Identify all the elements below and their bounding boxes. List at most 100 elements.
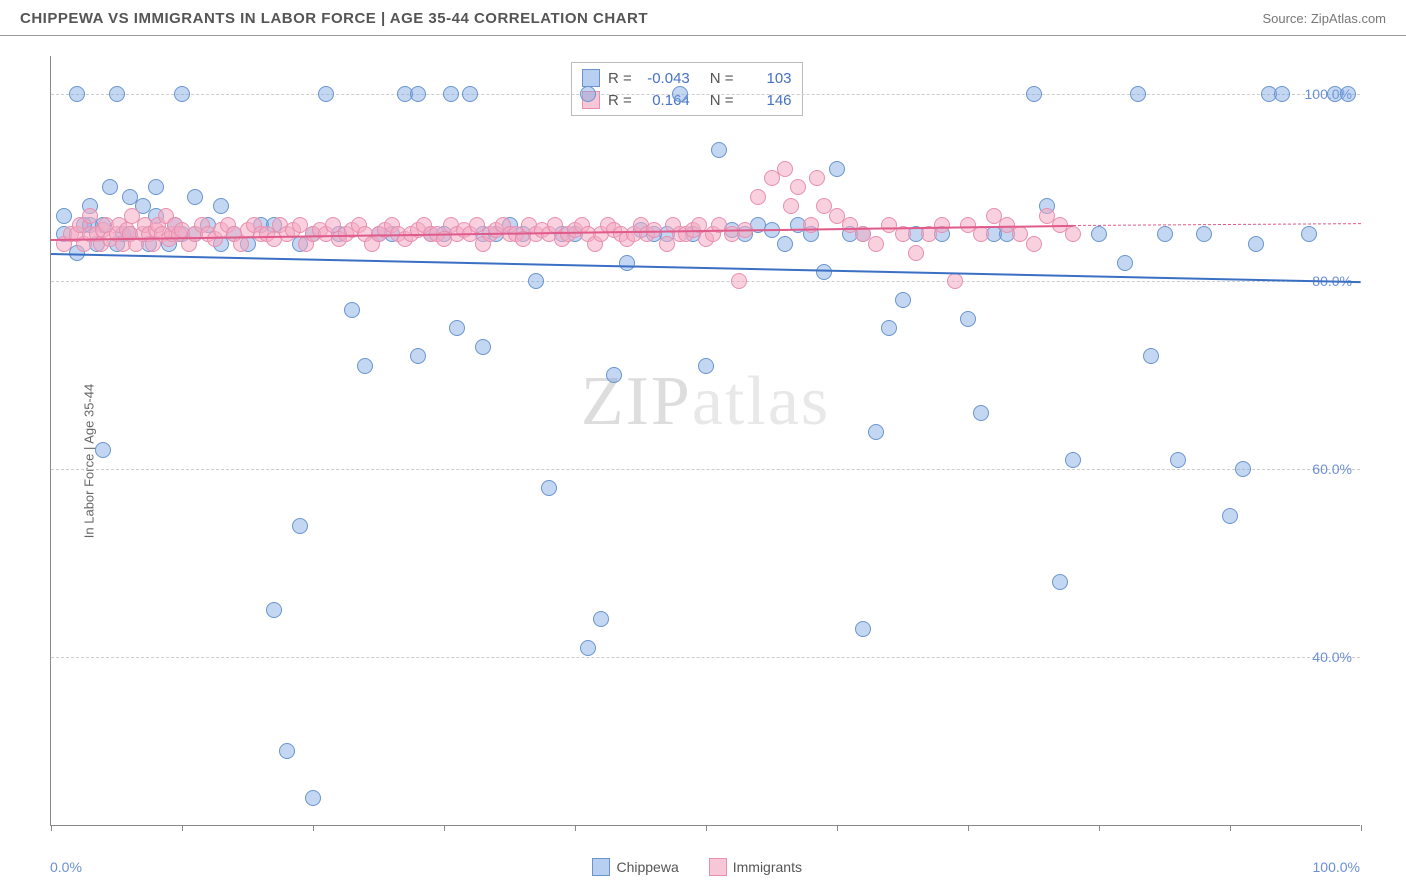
data-point [174, 86, 190, 102]
data-point [279, 743, 295, 759]
legend-row: R =-0.043N =103 [582, 67, 792, 89]
data-point [1222, 508, 1238, 524]
gridline [51, 281, 1360, 282]
trend-line [1073, 223, 1361, 226]
y-tick-label: 60.0% [1312, 461, 1352, 477]
data-point [580, 86, 596, 102]
data-point [1065, 452, 1081, 468]
x-start-label: 0.0% [50, 859, 82, 875]
data-point [462, 86, 478, 102]
data-point [1065, 226, 1081, 242]
data-point [868, 424, 884, 440]
data-point [95, 442, 111, 458]
chart-container: In Labor Force | Age 35-44 ZIPatlas R =-… [0, 36, 1406, 886]
data-point [593, 611, 609, 627]
gridline [51, 94, 1360, 95]
data-point [790, 179, 806, 195]
data-point [881, 320, 897, 336]
x-tick [575, 825, 576, 831]
data-point [1235, 461, 1251, 477]
data-point [213, 198, 229, 214]
data-point [895, 292, 911, 308]
data-point [475, 339, 491, 355]
chart-header: CHIPPEWA VS IMMIGRANTS IN LABOR FORCE | … [0, 0, 1406, 36]
data-point [410, 86, 426, 102]
data-point [803, 217, 819, 233]
data-point [449, 320, 465, 336]
legend-label: Immigrants [733, 859, 802, 875]
chart-title: CHIPPEWA VS IMMIGRANTS IN LABOR FORCE | … [20, 10, 648, 27]
data-point [82, 208, 98, 224]
x-end-label: 100.0% [1313, 859, 1360, 875]
data-point [934, 217, 950, 233]
gridline [51, 657, 1360, 658]
data-point [672, 86, 688, 102]
data-point [1274, 86, 1290, 102]
data-point [266, 602, 282, 618]
x-axis-row: 0.0% Chippewa Immigrants 100.0% [50, 858, 1360, 876]
x-tick [837, 825, 838, 831]
legend-swatch [592, 858, 610, 876]
source-label: Source: ZipAtlas.com [1262, 11, 1386, 26]
data-point [443, 86, 459, 102]
data-point [1026, 236, 1042, 252]
data-point [1117, 255, 1133, 271]
data-point [868, 236, 884, 252]
data-point [69, 86, 85, 102]
data-point [1301, 226, 1317, 242]
legend-swatch [709, 858, 727, 876]
data-point [344, 302, 360, 318]
data-point [698, 358, 714, 374]
data-point [777, 236, 793, 252]
data-point [606, 367, 622, 383]
data-point [357, 358, 373, 374]
gridline [51, 469, 1360, 470]
data-point [855, 621, 871, 637]
x-tick [444, 825, 445, 831]
x-tick [1099, 825, 1100, 831]
data-point [580, 640, 596, 656]
data-point [318, 86, 334, 102]
series-legend: Chippewa Immigrants [592, 858, 802, 876]
x-tick [706, 825, 707, 831]
data-point [410, 348, 426, 364]
data-point [1196, 226, 1212, 242]
data-point [187, 189, 203, 205]
data-point [777, 161, 793, 177]
data-point [109, 86, 125, 102]
data-point [973, 226, 989, 242]
data-point [947, 273, 963, 289]
x-tick [51, 825, 52, 831]
data-point [1052, 574, 1068, 590]
data-point [292, 518, 308, 534]
x-tick [1230, 825, 1231, 831]
y-tick-label: 40.0% [1312, 649, 1352, 665]
data-point [1143, 348, 1159, 364]
data-point [750, 189, 766, 205]
plot-area: ZIPatlas R =-0.043N =103R =0.164N =146 4… [50, 56, 1360, 826]
data-point [816, 264, 832, 280]
data-point [783, 198, 799, 214]
trend-line [51, 253, 1361, 283]
data-point [528, 273, 544, 289]
legend-swatch [582, 69, 600, 87]
data-point [541, 480, 557, 496]
data-point [619, 255, 635, 271]
data-point [809, 170, 825, 186]
data-point [711, 142, 727, 158]
data-point [305, 790, 321, 806]
data-point [960, 311, 976, 327]
data-point [731, 273, 747, 289]
data-point [1340, 86, 1356, 102]
data-point [829, 161, 845, 177]
data-point [1130, 86, 1146, 102]
x-tick [313, 825, 314, 831]
x-tick [1361, 825, 1362, 831]
data-point [1157, 226, 1173, 242]
data-point [1091, 226, 1107, 242]
data-point [908, 245, 924, 261]
x-tick [968, 825, 969, 831]
data-point [102, 179, 118, 195]
legend-label: Chippewa [616, 859, 678, 875]
data-point [148, 179, 164, 195]
